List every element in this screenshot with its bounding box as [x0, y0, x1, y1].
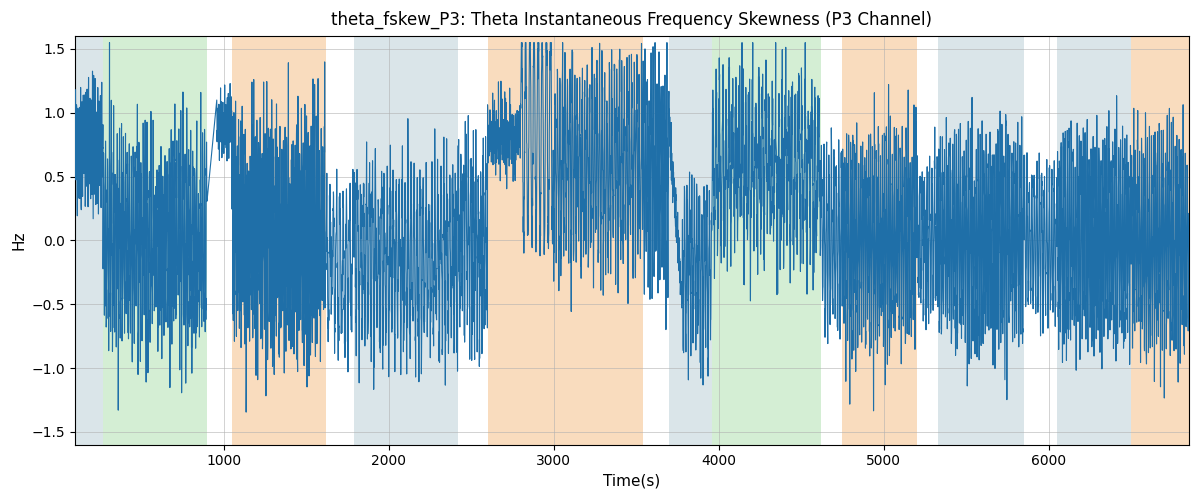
Bar: [103, 36, 208, 445]
Bar: [938, 36, 1024, 445]
Title: theta_fskew_P3: Theta Instantaneous Frequency Skewness (P3 Channel): theta_fskew_P3: Theta Instantaneous Freq…: [331, 11, 932, 30]
Bar: [76, 36, 103, 445]
Y-axis label: Hz: Hz: [11, 230, 26, 250]
Bar: [487, 36, 643, 445]
Bar: [1132, 36, 1189, 445]
Bar: [232, 36, 326, 445]
Bar: [842, 36, 917, 445]
X-axis label: Time(s): Time(s): [604, 474, 660, 489]
Bar: [670, 36, 712, 445]
Bar: [354, 36, 458, 445]
Bar: [1057, 36, 1132, 445]
Bar: [712, 36, 821, 445]
